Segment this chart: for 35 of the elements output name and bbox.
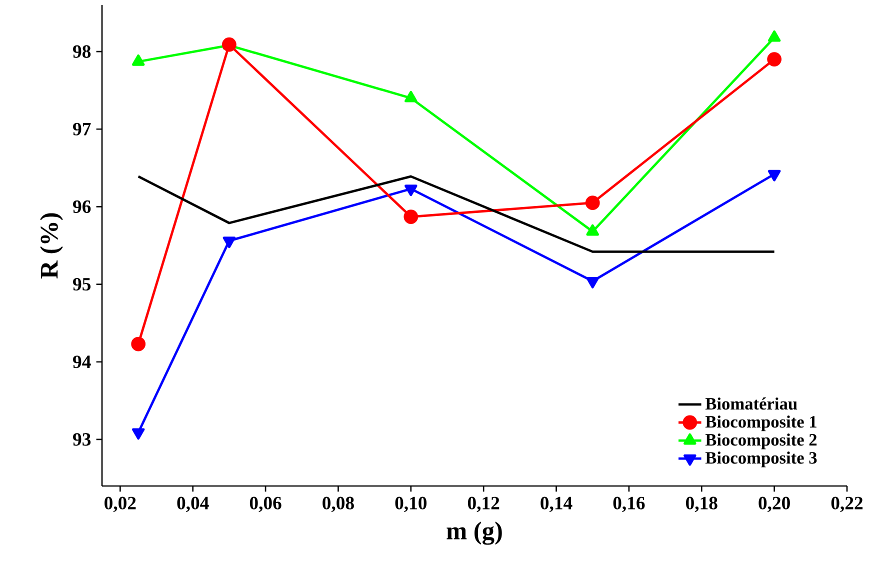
- point: [132, 54, 145, 66]
- x-tick-label: 0,06: [250, 496, 282, 512]
- point: [404, 210, 418, 224]
- point: [404, 90, 418, 102]
- point: [222, 236, 236, 248]
- point: [767, 52, 782, 67]
- x-tick-label: 0,02: [104, 496, 136, 512]
- y-tick-label: 94: [73, 356, 91, 368]
- point: [585, 196, 600, 210]
- x-axis-title: m (g): [446, 522, 502, 545]
- y-axis-title: R (%): [40, 213, 63, 278]
- x-tick-label: 0,22: [831, 496, 863, 512]
- x-tick-label: 0,08: [322, 496, 354, 512]
- y-tick-label: 98: [73, 45, 91, 58]
- y-tick-label: 95: [73, 278, 91, 291]
- x-tick-label: 0,14: [540, 496, 572, 512]
- legend-label: Biocomposite 3: [705, 452, 817, 468]
- x-tick-label: 0,10: [395, 496, 427, 512]
- legend-label: Biomatériau: [705, 397, 798, 410]
- legend-label: Biocomposite 2: [705, 434, 817, 450]
- y-tick-label: 96: [73, 200, 91, 213]
- point: [131, 336, 146, 352]
- point: [132, 428, 145, 440]
- x-tick-label: 0,18: [686, 496, 718, 512]
- point: [768, 30, 781, 42]
- x-tick-label: 0,04: [177, 496, 209, 512]
- x-tick-label: 0,16: [613, 496, 645, 512]
- y-tick-label: 97: [73, 122, 91, 136]
- y-tick-label: 93: [73, 433, 91, 446]
- point: [768, 170, 781, 182]
- legend-label: Biocomposite 1: [705, 415, 816, 432]
- x-tick-label: 0,20: [758, 496, 790, 512]
- x-tick-label: 0,12: [468, 496, 500, 512]
- point: [586, 276, 600, 288]
- point: [404, 184, 418, 196]
